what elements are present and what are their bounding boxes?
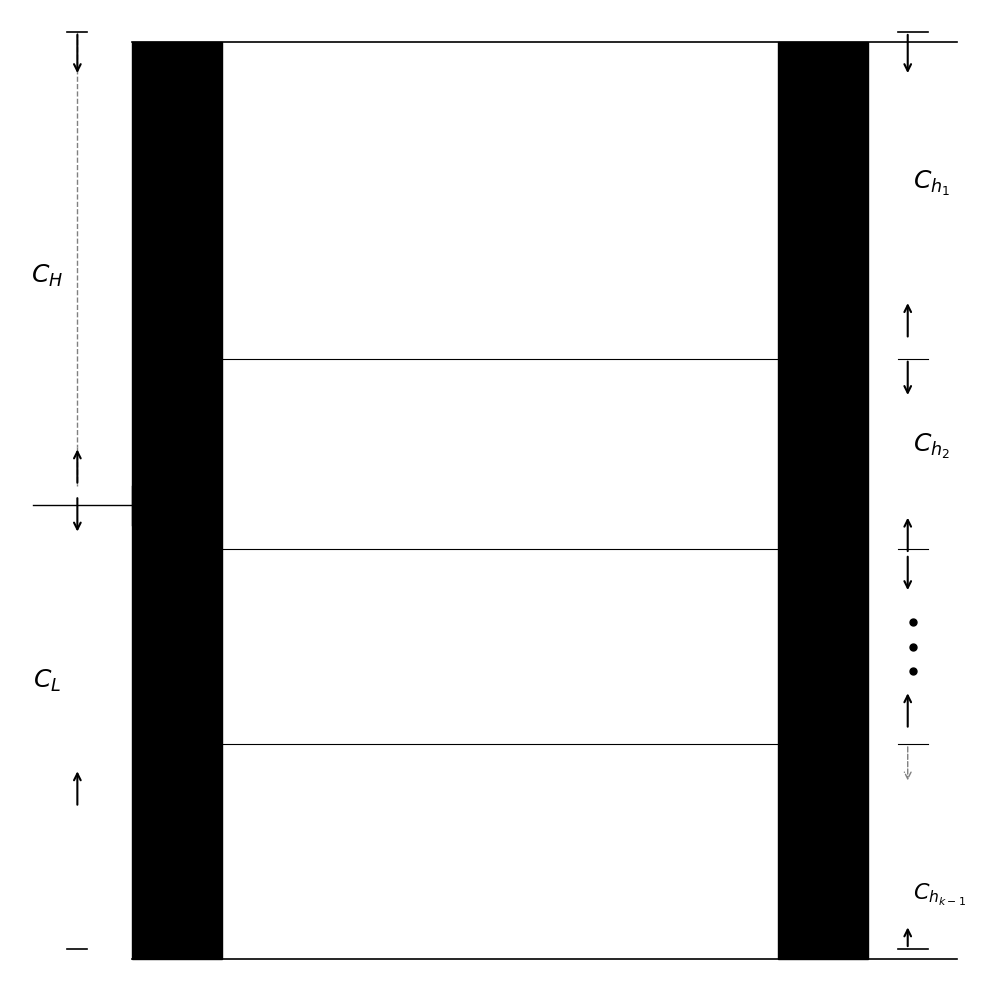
Text: $C_{h_{k-1}}$: $C_{h_{k-1}}$: [913, 882, 966, 908]
Bar: [778, 42, 868, 958]
Text: $C_{L}$: $C_{L}$: [33, 668, 62, 694]
Text: $C_{H}$: $C_{H}$: [31, 263, 64, 289]
Text: $C_{h_1}$: $C_{h_1}$: [913, 169, 950, 198]
Bar: [132, 42, 222, 958]
Text: $C_{h_2}$: $C_{h_2}$: [913, 432, 950, 461]
